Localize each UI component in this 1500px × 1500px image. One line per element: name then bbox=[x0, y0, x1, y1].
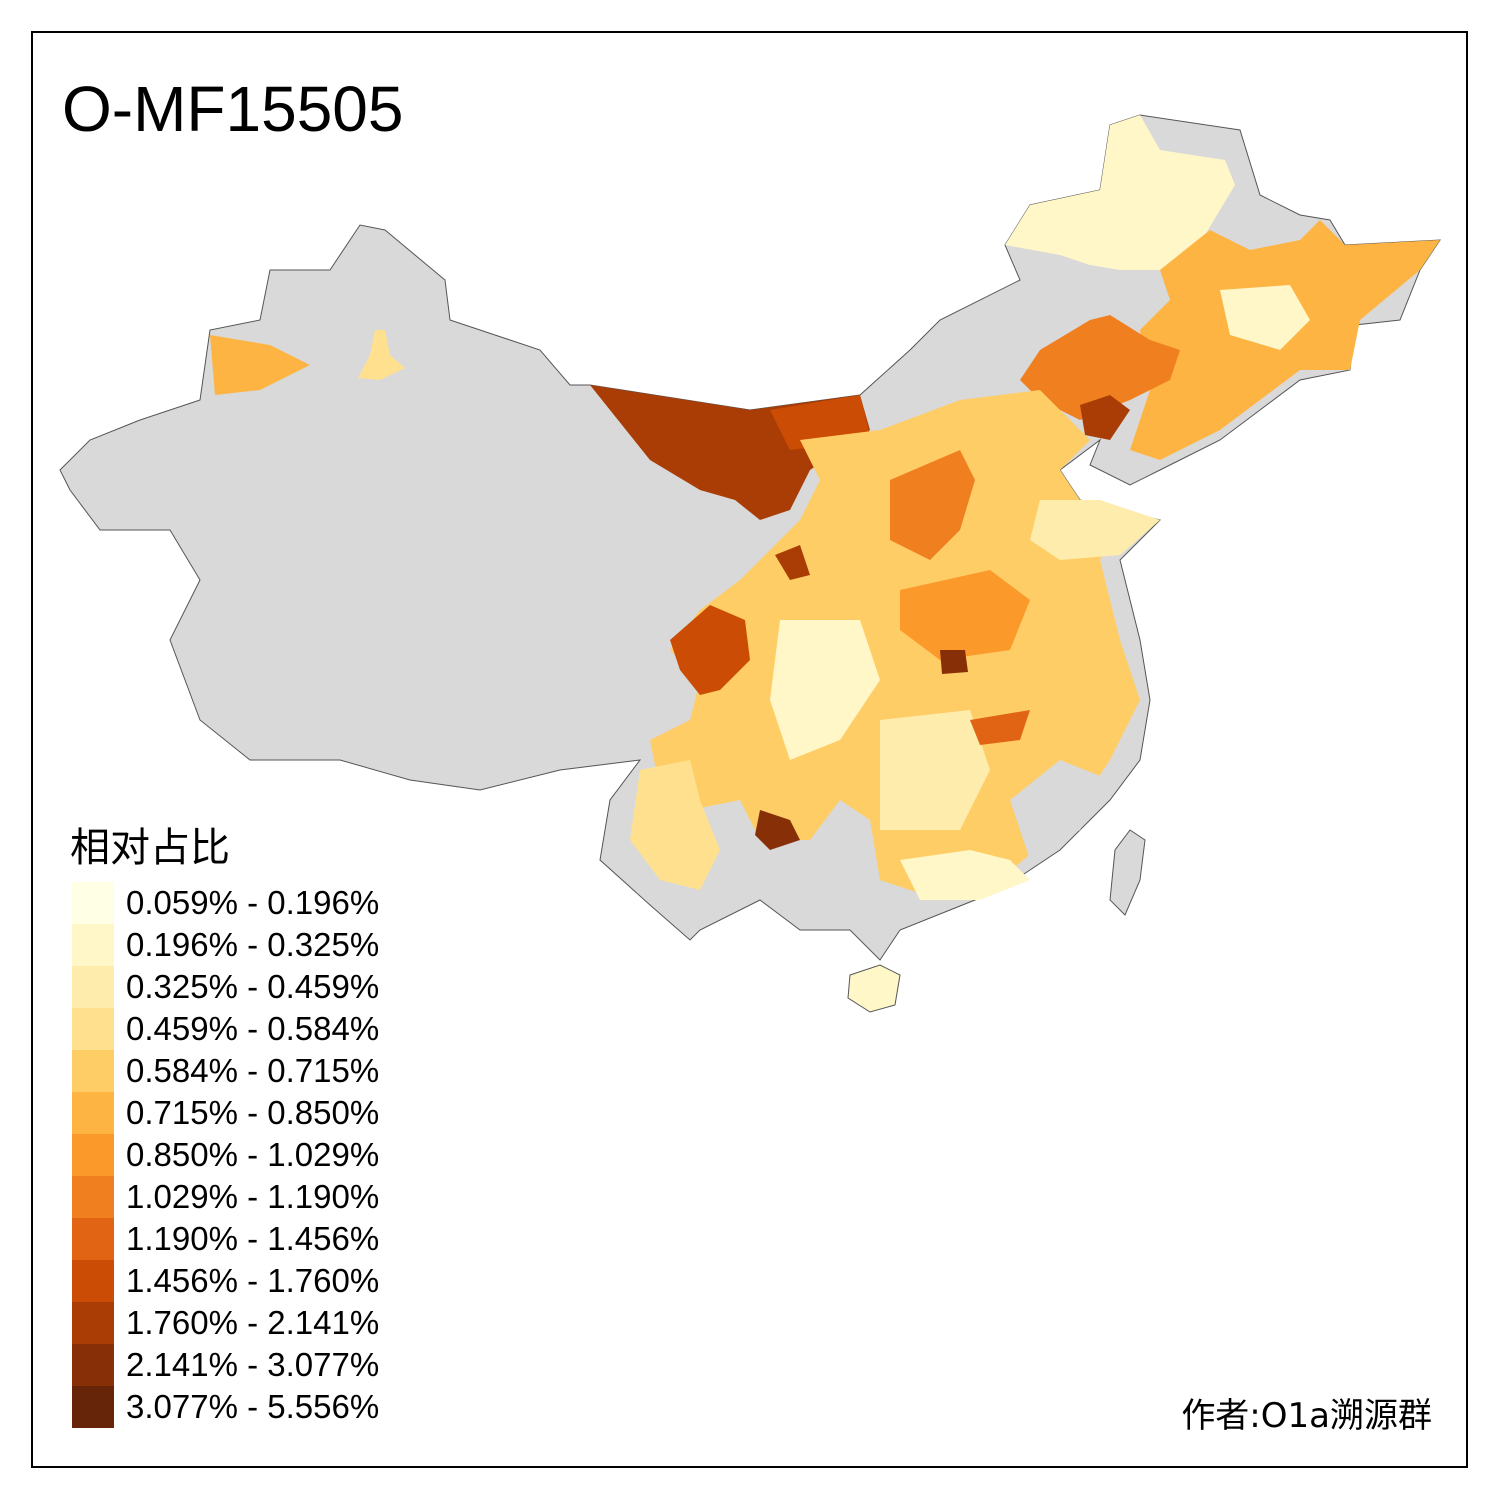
legend-item: 0.059% - 0.196% bbox=[72, 882, 379, 924]
legend-swatch bbox=[72, 924, 114, 966]
legend-item: 0.325% - 0.459% bbox=[72, 966, 379, 1008]
region-shandong bbox=[1030, 500, 1160, 560]
legend-label: 1.456% - 1.760% bbox=[126, 1262, 380, 1299]
legend-swatch bbox=[72, 1302, 114, 1344]
legend-swatch bbox=[72, 1134, 114, 1176]
legend-title: 相对占比 bbox=[70, 825, 230, 871]
legend-label: 1.029% - 1.190% bbox=[126, 1178, 380, 1215]
legend-swatch bbox=[72, 1176, 114, 1218]
legend-label: 0.584% - 0.715% bbox=[126, 1052, 380, 1089]
region-guangdong bbox=[900, 850, 1030, 900]
legend-item: 1.456% - 1.760% bbox=[72, 1260, 379, 1302]
legend-label: 1.190% - 1.456% bbox=[126, 1220, 380, 1257]
legend-label: 0.196% - 0.325% bbox=[126, 926, 380, 963]
legend-label: 0.059% - 0.196% bbox=[126, 884, 380, 921]
legend-item: 1.760% - 2.141% bbox=[72, 1302, 379, 1344]
region-central-pale bbox=[770, 620, 880, 760]
region-hainan bbox=[847, 964, 901, 1013]
legend-label: 3.077% - 5.556% bbox=[126, 1388, 380, 1425]
legend-item: 0.196% - 0.325% bbox=[72, 924, 379, 966]
region-shaanxi-dark bbox=[775, 545, 810, 580]
region-north-orange bbox=[1020, 315, 1180, 420]
region-hunan-pale bbox=[880, 710, 990, 830]
legend-label: 0.850% - 1.029% bbox=[126, 1136, 380, 1173]
legend-label: 0.715% - 0.850% bbox=[126, 1094, 380, 1131]
legend-swatch bbox=[72, 966, 114, 1008]
region-jilin-pale bbox=[1220, 285, 1310, 350]
region-xinjiang-urumqi bbox=[358, 330, 405, 380]
region-fujian-gray bbox=[1010, 760, 1110, 860]
legend-swatch bbox=[72, 1008, 114, 1050]
legend-swatch bbox=[72, 882, 114, 924]
legend-item: 1.029% - 1.190% bbox=[72, 1176, 379, 1218]
region-hubei-orange bbox=[970, 710, 1030, 745]
legend-item: 1.190% - 1.456% bbox=[72, 1218, 379, 1260]
legend-label: 2.141% - 3.077% bbox=[126, 1346, 380, 1383]
legend-swatch bbox=[72, 1260, 114, 1302]
legend-swatch bbox=[72, 1386, 114, 1428]
legend-swatch bbox=[72, 1344, 114, 1386]
legend-label: 0.459% - 0.584% bbox=[126, 1010, 380, 1047]
legend-item: 0.584% - 0.715% bbox=[72, 1050, 379, 1092]
legend-item: 0.715% - 0.850% bbox=[72, 1092, 379, 1134]
legend-label: 1.760% - 2.141% bbox=[126, 1304, 380, 1341]
map-frame bbox=[31, 31, 1468, 1468]
region-guizhou-dark bbox=[755, 810, 800, 850]
legend-item: 0.850% - 1.029% bbox=[72, 1134, 379, 1176]
region-beijing-dark bbox=[1080, 395, 1130, 440]
region-shanxi bbox=[890, 450, 975, 560]
region-henan-orange bbox=[900, 570, 1030, 660]
author-credit: 作者:O1a溯源群 bbox=[1181, 1396, 1432, 1436]
legend-item: 3.077% - 5.556% bbox=[72, 1386, 379, 1428]
region-heilongjiang bbox=[1005, 115, 1235, 270]
region-hubei-dark bbox=[940, 650, 968, 674]
map-title: O-MF15505 bbox=[62, 73, 404, 145]
legend-item: 2.141% - 3.077% bbox=[72, 1344, 379, 1386]
legend-swatch bbox=[72, 1092, 114, 1134]
legend: 0.059% - 0.196% 0.196% - 0.325% 0.325% - 0… bbox=[72, 882, 379, 1428]
legend-swatch bbox=[72, 1050, 114, 1092]
region-sichuan-west bbox=[670, 605, 750, 695]
region-north-china bbox=[650, 390, 1140, 900]
legend-swatch bbox=[72, 1218, 114, 1260]
region-yunnan bbox=[630, 760, 720, 890]
region-taiwan bbox=[1109, 829, 1146, 916]
legend-item: 0.459% - 0.584% bbox=[72, 1008, 379, 1050]
region-xinjiang-ili bbox=[210, 335, 310, 395]
legend-label: 0.325% - 0.459% bbox=[126, 968, 380, 1005]
